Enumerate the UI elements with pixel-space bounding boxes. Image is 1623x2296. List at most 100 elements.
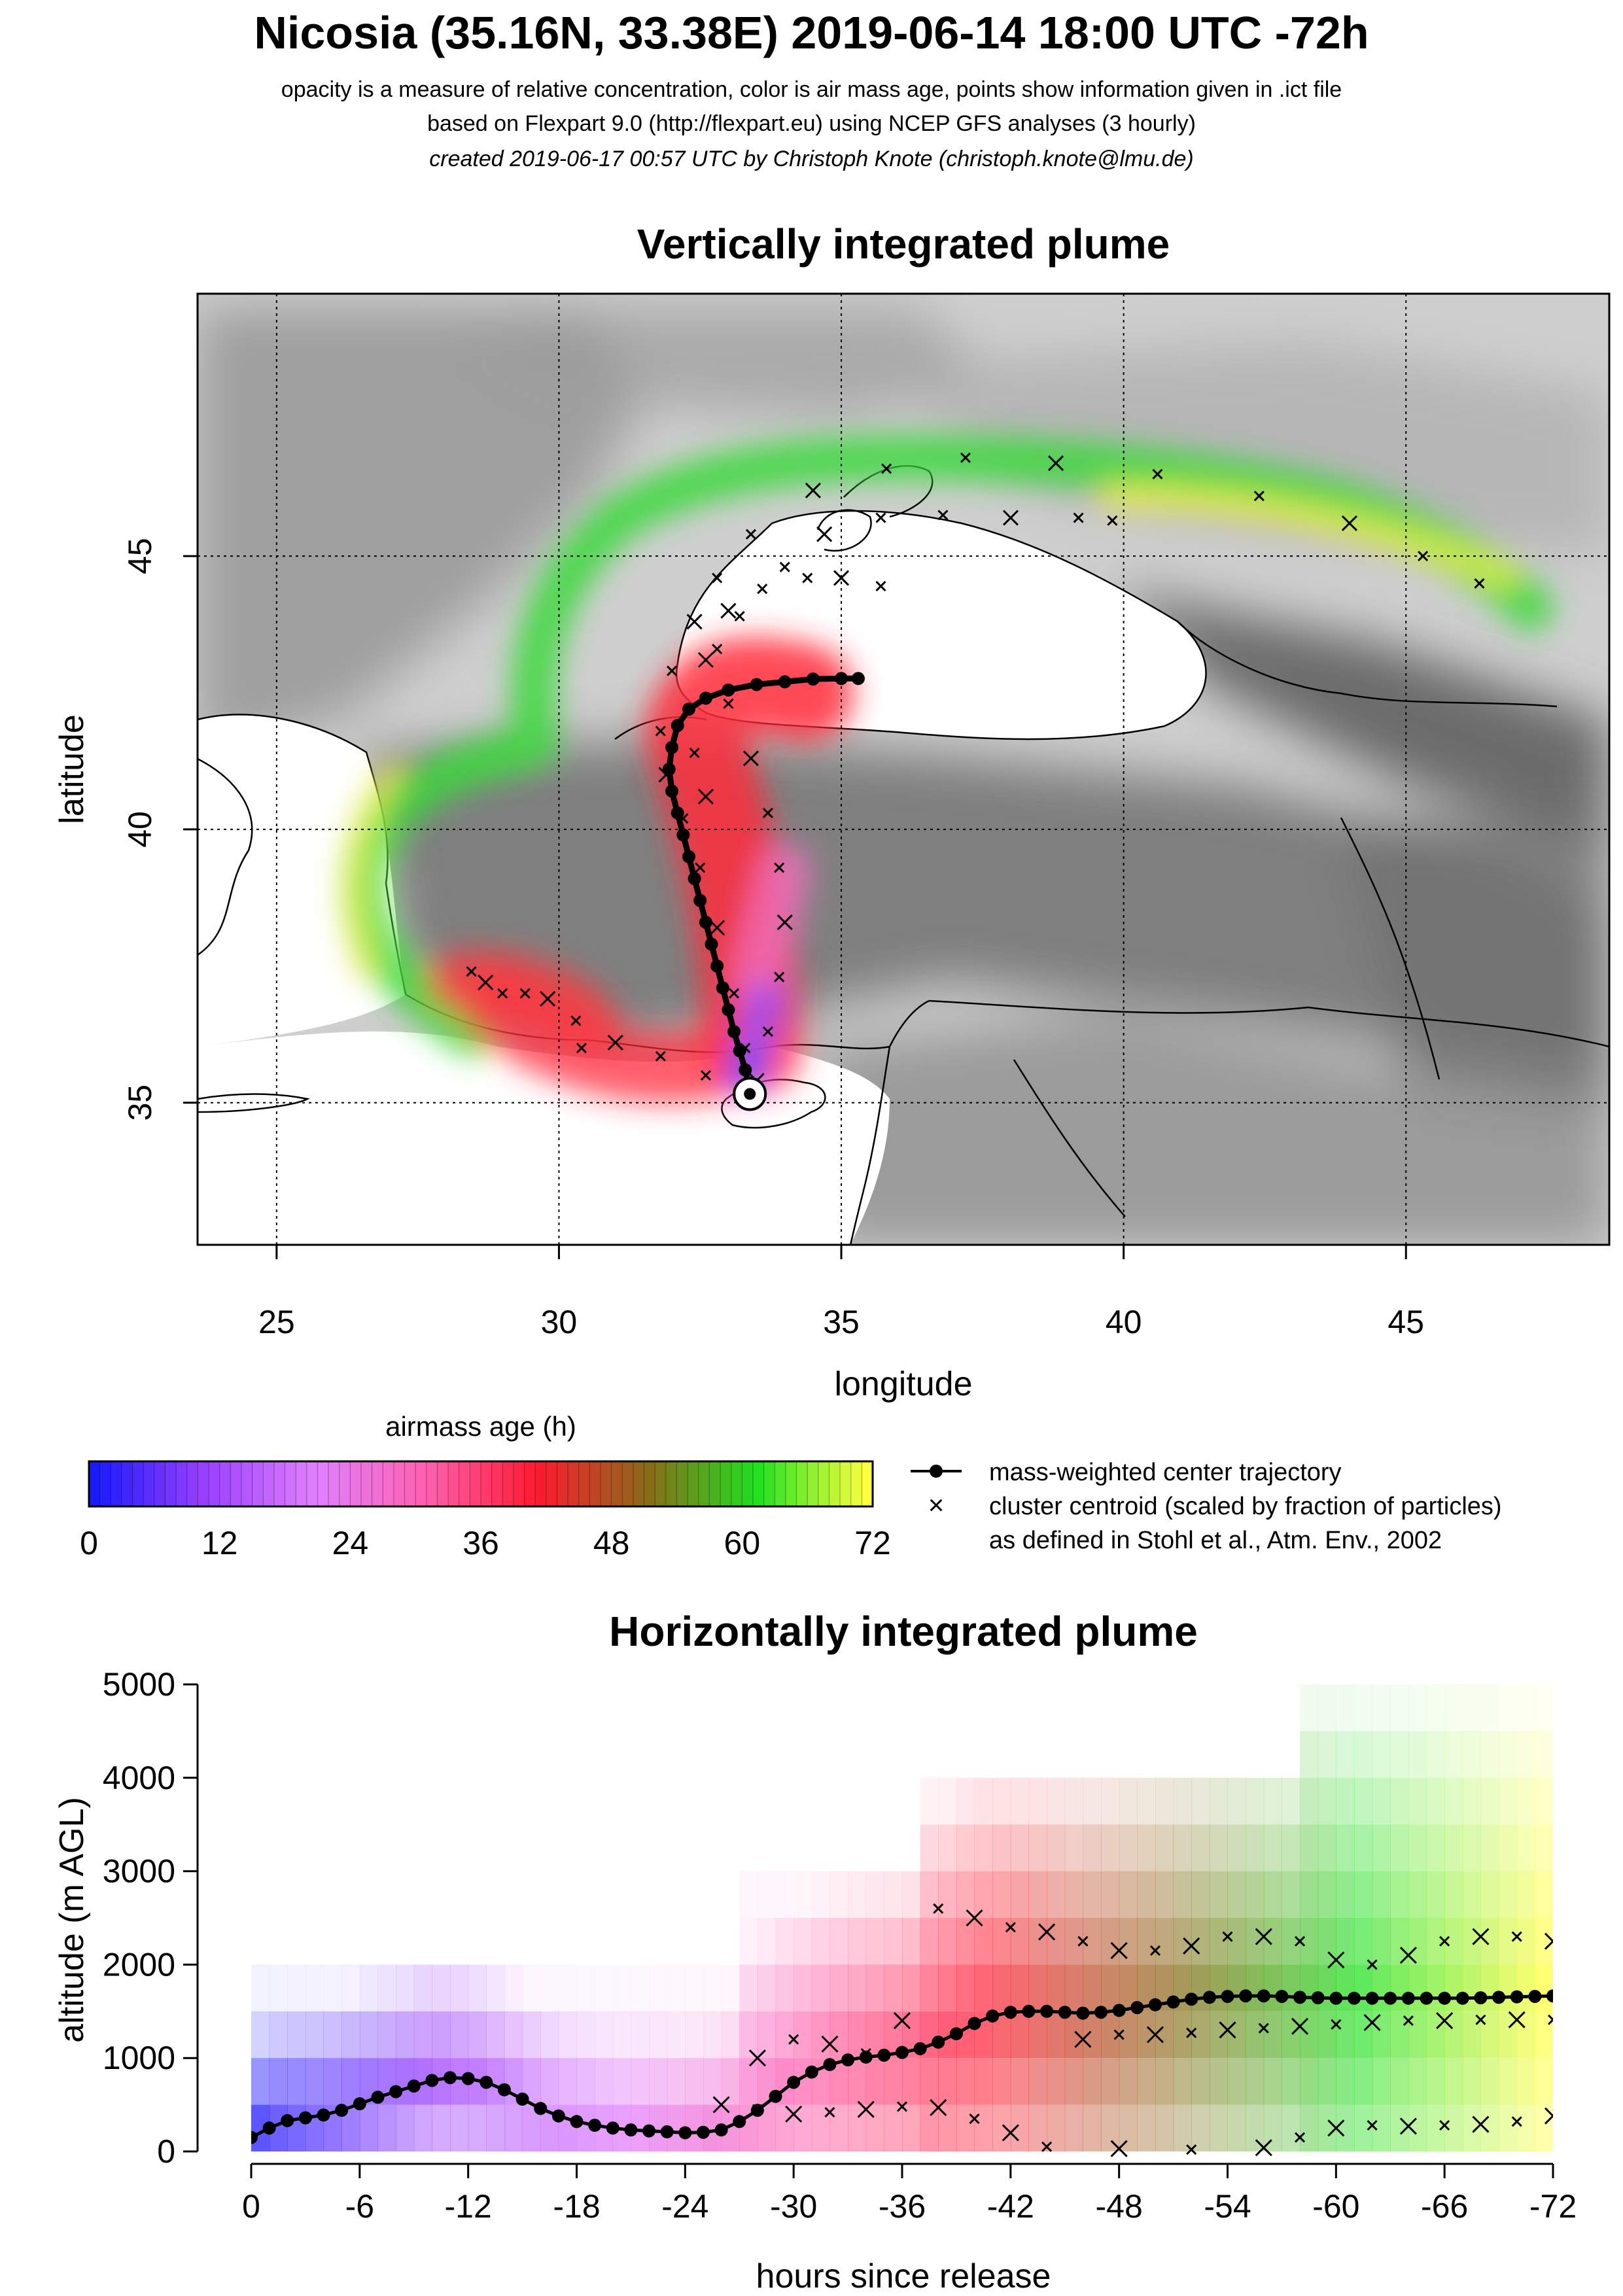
altitude-cell bbox=[1227, 1918, 1246, 1965]
altitude-cell bbox=[938, 1964, 957, 2011]
center-trajectory-point bbox=[665, 784, 679, 798]
altitude-cluster-point bbox=[1544, 1932, 1553, 1950]
colorbar-segment bbox=[99, 1461, 111, 1506]
altitude-center-point bbox=[913, 2042, 927, 2055]
colorbar-segment bbox=[785, 1461, 797, 1506]
altitude-center-point bbox=[1185, 1992, 1198, 2006]
map-y-tick-label: 40 bbox=[122, 811, 158, 848]
altitude-cell bbox=[992, 1824, 1011, 1871]
altitude-cell bbox=[1064, 1871, 1083, 1918]
altitude-cell bbox=[1353, 2058, 1373, 2105]
altitude-cluster-point bbox=[930, 2098, 947, 2116]
terrain-carpathians bbox=[458, 307, 981, 419]
altitude-cell bbox=[269, 2011, 288, 2059]
altitude-center-point bbox=[389, 2085, 403, 2098]
altitude-cluster-point bbox=[893, 2012, 911, 2030]
altitude-cell bbox=[757, 2011, 777, 2059]
map-x-tick-label: 45 bbox=[1387, 1304, 1424, 1340]
altitude-cell bbox=[685, 2011, 704, 2059]
altitude-cluster-point bbox=[1077, 1936, 1089, 1947]
altitude-cell bbox=[1535, 2058, 1553, 2105]
altitude-cell bbox=[974, 1918, 993, 1965]
map-x-axis: 25 30 35 40 45 bbox=[258, 1245, 1424, 1340]
altitude-center-point bbox=[262, 2121, 276, 2135]
center-trajectory-point bbox=[682, 850, 695, 863]
altitude-center-point bbox=[1239, 1989, 1253, 2003]
altitude-cell bbox=[1336, 2104, 1355, 2151]
altitude-cell bbox=[739, 1964, 758, 2011]
altitude-cell bbox=[1282, 1824, 1300, 1871]
altitude-cell bbox=[1390, 2058, 1409, 2105]
altitude-center-point bbox=[1510, 1990, 1524, 2004]
altitude-cell bbox=[721, 2058, 740, 2105]
border-line-4 bbox=[1340, 817, 1440, 1080]
altitude-cluster-point bbox=[752, 2104, 763, 2115]
altitude-cell bbox=[504, 2104, 523, 2151]
altitude-cell bbox=[956, 2104, 975, 2151]
altitude-cell bbox=[1408, 1684, 1427, 1731]
cluster-centroid-point bbox=[689, 747, 700, 758]
altitude-center-point bbox=[1221, 1989, 1234, 2003]
terrain-caucasus bbox=[1112, 589, 1609, 850]
altitude-cell bbox=[1444, 1824, 1463, 1871]
terrain-iran bbox=[1341, 818, 1609, 1112]
altitude-center-point bbox=[281, 2113, 294, 2127]
altitude-cluster-point bbox=[933, 1903, 944, 1914]
cluster-centroid-point bbox=[1152, 468, 1163, 479]
altitude-cell bbox=[938, 1918, 957, 1965]
altitude-cell bbox=[413, 2011, 432, 2059]
altitude-cell bbox=[1353, 1731, 1373, 1778]
altitude-y-tick-label: 5000 bbox=[103, 1666, 175, 1703]
colorbar-segment bbox=[578, 1461, 590, 1506]
altitude-cell bbox=[794, 2011, 812, 2059]
altitude-cluster-point bbox=[712, 2096, 730, 2113]
altitude-cell bbox=[287, 2058, 306, 2105]
altitude-cell bbox=[1390, 1684, 1409, 1731]
altitude-cell bbox=[974, 2104, 993, 2151]
altitude-cell bbox=[1119, 1777, 1138, 1825]
altitude-cluster-point bbox=[821, 2035, 839, 2053]
altitude-cell bbox=[865, 1871, 884, 1918]
altitude-cell bbox=[1209, 1964, 1229, 2011]
altitude-center-point bbox=[1420, 1991, 1433, 2005]
page-title: Nicosia (35.16N, 33.38E) 2019-06-14 18:0… bbox=[254, 7, 1369, 58]
altitude-cell bbox=[1227, 2058, 1246, 2105]
altitude-center-point bbox=[714, 2123, 728, 2137]
colorbar-segment bbox=[252, 1461, 264, 1506]
altitude-cell bbox=[1010, 1964, 1030, 2011]
altitude-cluster-point bbox=[1149, 1945, 1161, 1957]
colorbar-segment bbox=[426, 1461, 438, 1506]
altitude-cell bbox=[1372, 1684, 1391, 1731]
altitude-cell bbox=[1336, 1684, 1355, 1731]
altitude-cell bbox=[432, 2011, 451, 2059]
altitude-cell bbox=[1064, 1824, 1083, 1871]
altitude-cell bbox=[1191, 1824, 1210, 1871]
altitude-cell bbox=[1480, 1964, 1499, 2011]
altitude-cell bbox=[612, 2011, 632, 2059]
altitude-cell bbox=[1028, 1964, 1047, 2011]
altitude-cell bbox=[1426, 1918, 1445, 1965]
altitude-cell bbox=[667, 2058, 686, 2105]
cluster-centroid-point bbox=[723, 698, 734, 709]
altitude-cell bbox=[377, 1964, 396, 2011]
altitude-cell bbox=[920, 1964, 939, 2011]
altitude-center-point bbox=[1474, 1991, 1488, 2005]
cluster-centroid-point bbox=[466, 966, 477, 977]
altitude-cell bbox=[1480, 2011, 1499, 2059]
cluster-centroid-point bbox=[1418, 551, 1429, 562]
altitude-center-point bbox=[480, 2076, 493, 2089]
altitude-cell bbox=[1083, 2104, 1102, 2151]
altitude-cell bbox=[811, 1964, 831, 2011]
center-trajectory-point bbox=[699, 691, 712, 705]
altitude-cell bbox=[1191, 1918, 1210, 1965]
cluster-centroid-point bbox=[779, 561, 790, 572]
altitude-cell bbox=[1246, 1918, 1265, 1965]
cluster-centroid-point bbox=[540, 990, 556, 1007]
altitude-cell bbox=[1390, 1731, 1409, 1778]
altitude-cluster-point bbox=[1294, 2132, 1306, 2143]
altitude-cell bbox=[884, 2104, 903, 2151]
altitude-cell bbox=[956, 1824, 975, 1871]
altitude-center-point bbox=[624, 2123, 638, 2137]
altitude-cell bbox=[595, 1964, 614, 2011]
cluster-centroid-point bbox=[740, 1043, 751, 1054]
